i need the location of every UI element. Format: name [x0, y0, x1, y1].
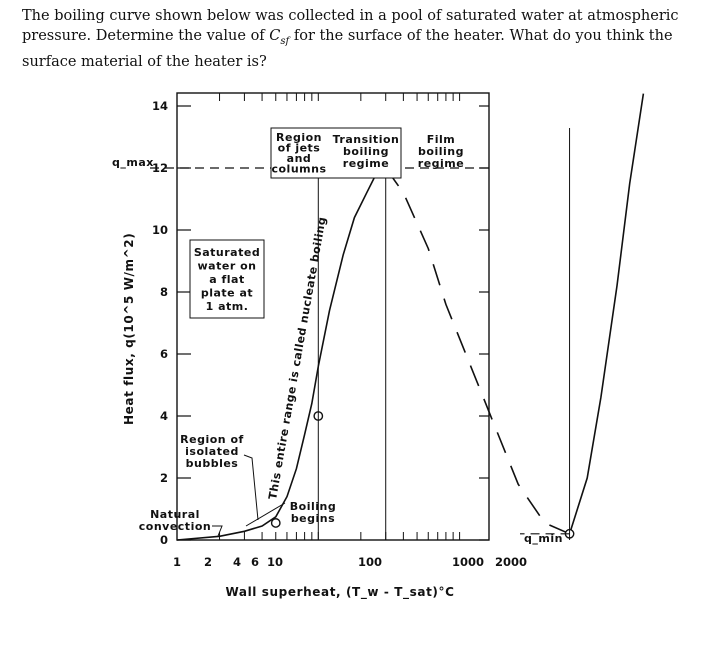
x-tick-label: 100	[358, 555, 382, 569]
legend-text: plate at	[201, 287, 253, 300]
boiling-begins-label: begins	[291, 512, 335, 525]
legend-text: Saturated	[194, 246, 260, 259]
film-boiling-label: boiling	[418, 145, 464, 158]
problem-text: The boiling curve shown below was collec…	[22, 8, 679, 70]
y-tick-label: 14	[152, 99, 168, 113]
legend-text: water on	[198, 260, 257, 273]
y-tick-label: 2	[160, 471, 168, 485]
pointer-line	[243, 454, 259, 521]
jets-columns-label: Region	[276, 131, 322, 144]
curve-segment-3	[568, 93, 645, 535]
legend-box	[189, 239, 265, 319]
jets-columns-label: of jets	[278, 142, 321, 155]
y-tick-label: 12	[152, 161, 168, 175]
jets-columns-label: and	[287, 152, 312, 165]
plot-frame	[176, 92, 490, 541]
curve-segment-2	[385, 167, 570, 535]
q-min-label: q_min	[524, 532, 563, 545]
transition-label: Transition	[333, 133, 400, 146]
problem-statement: The boiling curve shown below was collec…	[22, 6, 692, 72]
y-tick-label: 8	[160, 285, 168, 299]
natural-convection-label: convection	[139, 520, 211, 533]
y-tick-label: 4	[160, 409, 168, 423]
x-tick-label: 4	[233, 555, 241, 569]
q-max-label: q_max	[112, 156, 154, 169]
film-boiling-label: regime	[418, 157, 464, 170]
x-tick-label: 2000	[495, 555, 527, 569]
regime-header-box	[270, 127, 402, 179]
y-tick-label: 6	[160, 347, 168, 361]
x-tick-label: 10	[267, 555, 283, 569]
x-tick-label: 1	[173, 555, 181, 569]
film-boiling-label: Film	[427, 133, 456, 146]
pointer-line	[212, 525, 223, 537]
isolated-bubbles-label: Region of	[180, 433, 244, 446]
y-tick-label: 0	[160, 533, 168, 547]
x-tick-label: 6	[251, 555, 259, 569]
x-tick-label: 2	[204, 555, 212, 569]
jets-columns-label: columns	[271, 163, 326, 176]
transition-point-marker	[270, 518, 281, 528]
y-axis-label: Heat flux, q(10^5 W/m^2)	[122, 233, 136, 425]
legend-text: a flat	[209, 273, 245, 286]
pointer-line	[245, 502, 286, 527]
isolated-bubbles-label: isolated	[185, 445, 239, 458]
natural-convection-label: Natural	[150, 508, 200, 521]
transition-label: boiling	[343, 145, 389, 158]
boiling-begins-label: Boiling	[290, 500, 336, 513]
y-tick-label: 10	[152, 223, 168, 237]
x-tick-label: 1000	[452, 555, 484, 569]
plot-border	[176, 92, 490, 541]
curve-segment-1	[176, 167, 387, 541]
reference-lines	[150, 128, 571, 540]
legend-text: 1 atm.	[206, 300, 249, 313]
x-axis-label: Wall superheat, (T_w - T_sat)°C	[225, 585, 454, 600]
axis-labels: Heat flux, q(10^5 W/m^2) Wall superheat, …	[122, 233, 454, 600]
transition-label: regime	[343, 157, 389, 170]
isolated-bubbles-label: bubbles	[186, 457, 239, 470]
